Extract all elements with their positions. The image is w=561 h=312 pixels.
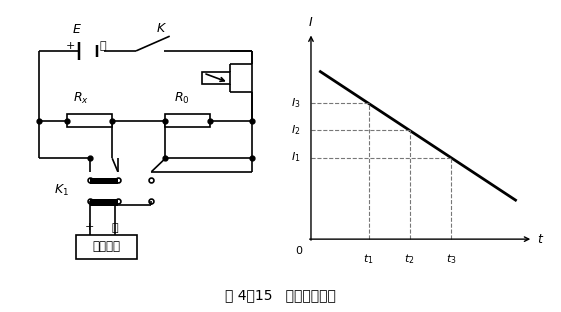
Bar — [76, 235, 137, 259]
Text: 电位计差: 电位计差 — [93, 240, 121, 253]
Text: $E$: $E$ — [72, 23, 82, 36]
Text: +: + — [85, 222, 94, 232]
Text: $I$: $I$ — [309, 16, 314, 29]
Text: $I_2$: $I_2$ — [291, 124, 301, 137]
Bar — [90, 199, 118, 206]
Text: $I_3$: $I_3$ — [291, 96, 301, 110]
Text: 图 4－15   比较法测电阻: 图 4－15 比较法测电阻 — [225, 289, 336, 303]
Text: $R_0$: $R_0$ — [174, 91, 190, 106]
Text: $K$: $K$ — [156, 22, 167, 35]
Bar — [90, 178, 118, 184]
Text: $t$: $t$ — [537, 233, 545, 246]
Text: $I_1$: $I_1$ — [291, 151, 301, 164]
Text: －: － — [112, 223, 118, 233]
Text: $K_1$: $K_1$ — [54, 183, 69, 198]
Text: $R_x$: $R_x$ — [73, 91, 89, 106]
Text: －: － — [99, 41, 105, 51]
Text: $t_3$: $t_3$ — [445, 252, 456, 266]
Bar — [202, 72, 230, 84]
Text: +: + — [66, 41, 75, 51]
Bar — [165, 114, 210, 127]
Text: 0: 0 — [295, 246, 302, 256]
Text: $t_1$: $t_1$ — [364, 252, 374, 266]
Bar — [67, 114, 112, 127]
Text: $t_2$: $t_2$ — [404, 252, 415, 266]
